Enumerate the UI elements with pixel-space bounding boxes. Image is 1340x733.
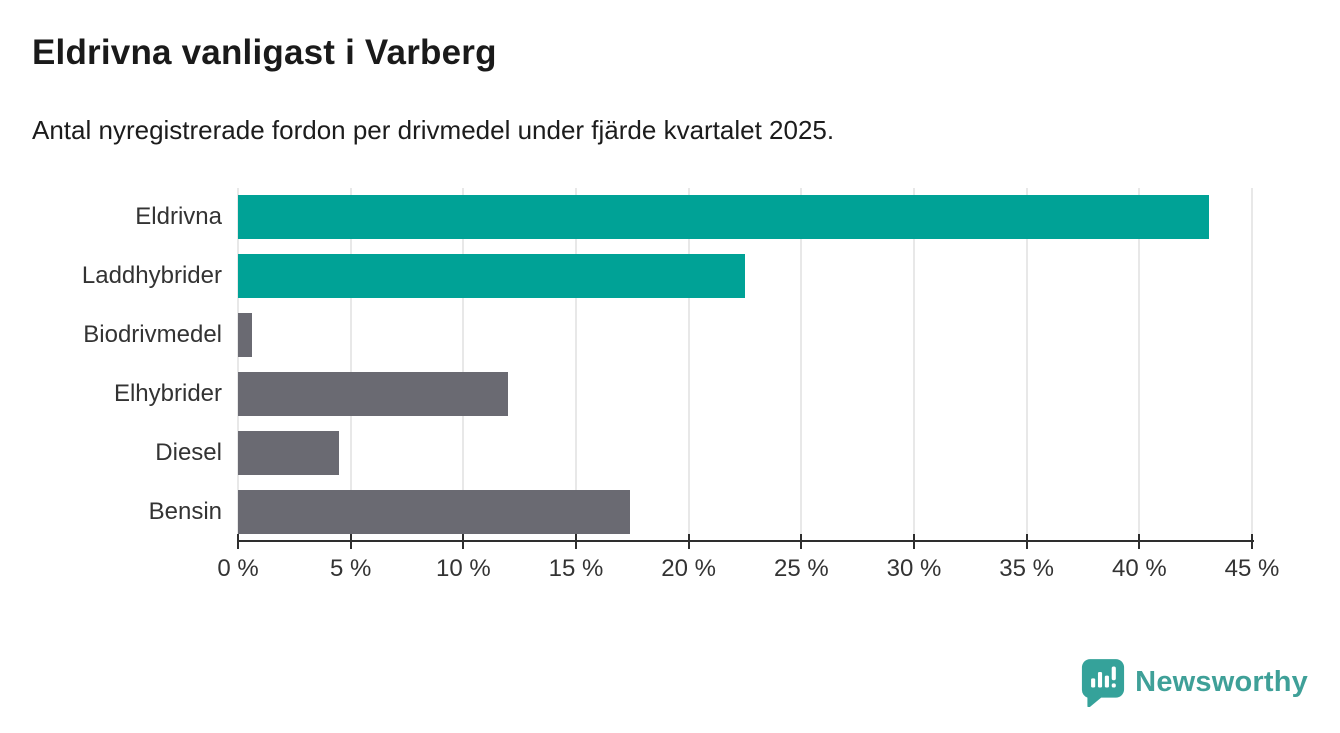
x-tick-35: [1025, 534, 1028, 549]
x-tick-label-25: 25 %: [773, 555, 829, 582]
plot-area: [237, 188, 1253, 541]
x-tick-label-15: 15 %: [548, 555, 604, 582]
gridline-30: [912, 188, 915, 541]
gridline-40: [1138, 188, 1141, 541]
x-tick-label-0: 0 %: [217, 555, 259, 582]
bar-diesel: [238, 430, 340, 475]
bar-laddhybrider: [238, 254, 745, 299]
brand-name: Newsworthy: [1135, 666, 1308, 698]
x-tick-25: [800, 534, 803, 549]
gridline-5: [349, 188, 352, 541]
gridline-10: [462, 188, 465, 541]
x-tick-30: [913, 534, 915, 549]
gridline-0: [237, 188, 239, 541]
gridline-20: [687, 188, 690, 541]
x-tick-label-35: 35 %: [999, 555, 1055, 582]
bar-biodrivmedel: [238, 313, 252, 358]
x-tick-20: [687, 534, 690, 549]
x-tick-40: [1138, 534, 1141, 549]
gridline-35: [1025, 188, 1028, 541]
x-tick-45: [1251, 534, 1253, 549]
brand-footer: Newsworthy: [1081, 658, 1308, 707]
x-tick-label-40: 40 %: [1111, 555, 1167, 582]
gridline-25: [800, 188, 803, 541]
category-label-bensin: Bensin: [148, 497, 222, 525]
x-axis: 0 % 5 % 10 % 15 % 20 % 25 % 30 % 35 % 40 % 45 %: [217, 534, 1279, 594]
x-tick-label-20: 20 %: [661, 555, 717, 582]
newsworthy-logo-icon: [1081, 658, 1125, 707]
x-axis-line: [238, 540, 1254, 542]
gridline-45: [1251, 188, 1253, 541]
category-label-diesel: Diesel: [155, 438, 222, 466]
bar-eldrivna: [238, 195, 1210, 240]
x-tick-0: [237, 534, 239, 549]
x-tick-5: [349, 534, 352, 549]
x-tick-label-45: 45 %: [1224, 555, 1280, 582]
bar-elhybrider: [238, 371, 509, 416]
gridline-15: [574, 188, 577, 541]
category-label-elhybrider: Elhybrider: [113, 379, 222, 407]
y-axis-category-labels: Eldrivna Laddhybrider Biodrivmedel Elhybrid…: [0, 188, 222, 541]
x-tick-15: [575, 534, 577, 549]
x-tick-label-30: 30 %: [886, 555, 942, 582]
chart-title: Eldrivna vanligast i Varberg: [32, 33, 497, 72]
bar-bensin: [238, 489, 631, 534]
category-label-eldrivna: Eldrivna: [135, 203, 222, 231]
category-label-biodrivmedel: Biodrivmedel: [83, 321, 222, 349]
x-tick-10: [462, 534, 465, 549]
x-tick-label-5: 5 %: [329, 555, 372, 582]
chart-subtitle: Antal nyregistrerade fordon per drivmede…: [32, 115, 835, 145]
category-label-laddhybrider: Laddhybrider: [81, 262, 222, 290]
x-tick-label-10: 10 %: [435, 555, 491, 582]
